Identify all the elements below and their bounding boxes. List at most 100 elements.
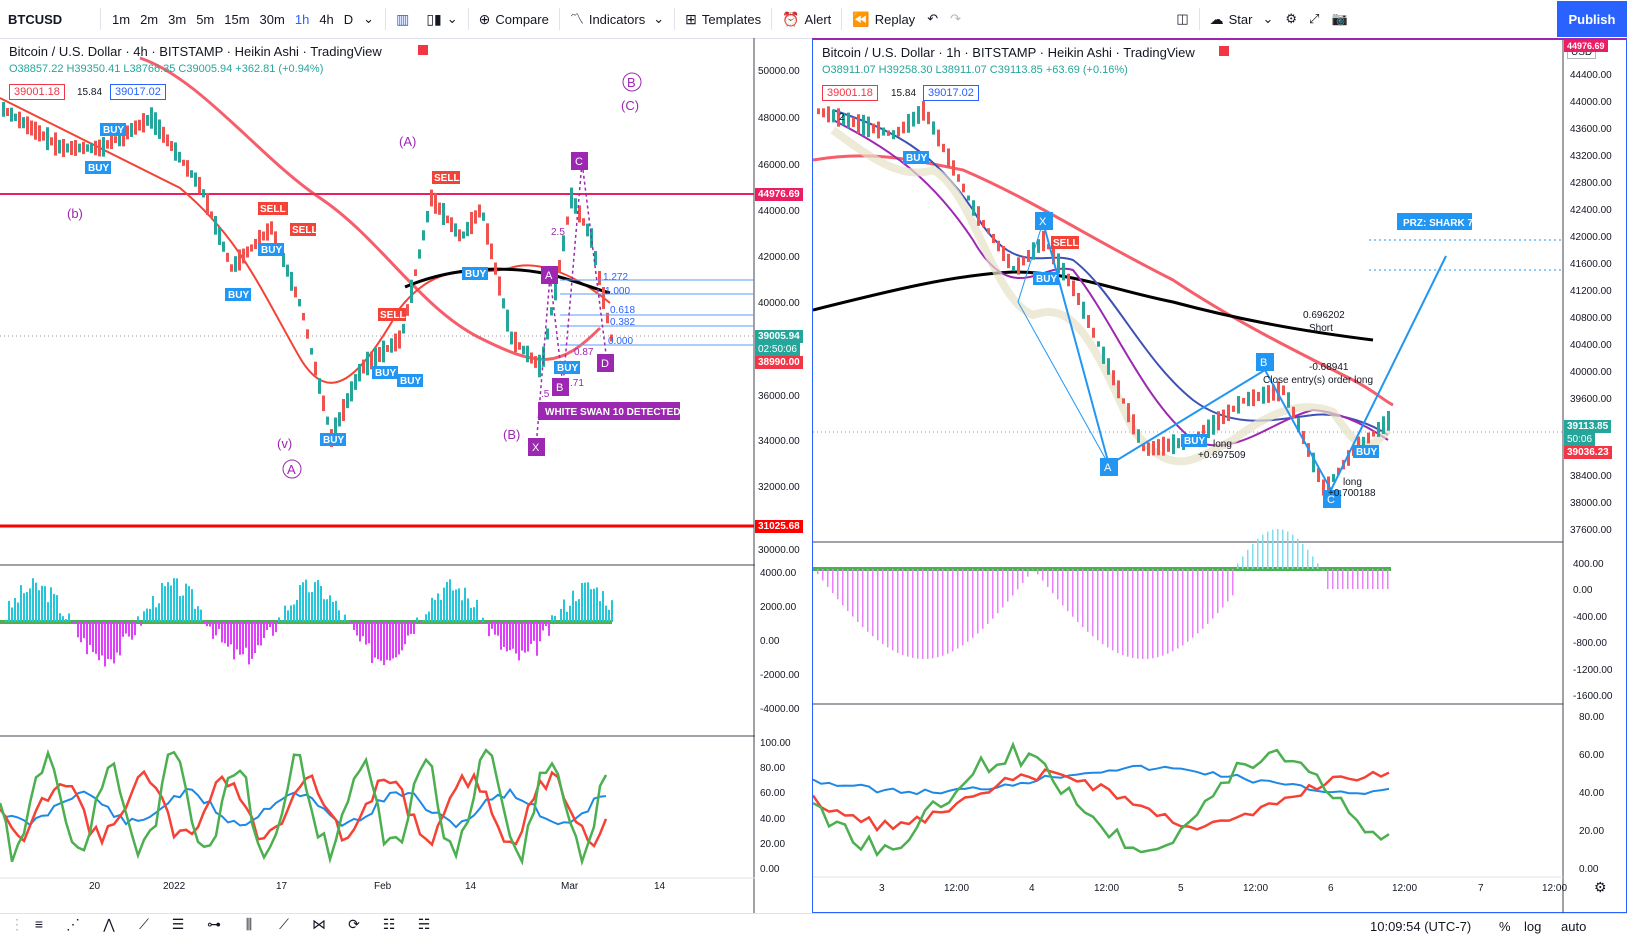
save-layout-button[interactable]: ☁Star⌄ xyxy=(1204,0,1280,38)
clock-display[interactable]: 10:09:54 (UTC-7) xyxy=(1370,919,1471,934)
timeframe-1m[interactable]: 1m xyxy=(107,12,135,27)
symbol-search[interactable]: BTCUSD xyxy=(0,0,96,38)
osc-bar xyxy=(371,622,373,663)
osc-bar xyxy=(77,622,79,637)
osc-bar xyxy=(311,592,313,622)
osc-bar xyxy=(1077,569,1079,622)
countdown-tag: 50:06 xyxy=(1564,433,1595,446)
timeframe-30m[interactable]: 30m xyxy=(255,12,290,27)
right-bid-price[interactable]: 39001.18 xyxy=(822,85,878,101)
replay-button[interactable]: ⏪Replay xyxy=(846,0,921,38)
osc-bar xyxy=(353,622,355,630)
candle xyxy=(454,223,457,236)
osc-bar xyxy=(1067,569,1069,611)
osc-bar xyxy=(122,622,124,637)
chevron-down-icon[interactable]: ⌄ xyxy=(358,11,379,27)
osc-bar xyxy=(284,606,286,622)
timeframe-2m[interactable]: 2m xyxy=(135,12,163,27)
candle xyxy=(26,116,29,134)
settings-button[interactable]: ⚙ xyxy=(1279,0,1303,38)
candle xyxy=(154,112,157,135)
candle xyxy=(126,125,129,139)
right-chart-canvas[interactable]: X A B C PRZ: SHARK 7 0.696202 Short -0.6… xyxy=(813,40,1626,913)
osc-bar xyxy=(1047,569,1049,587)
candle xyxy=(1077,293,1080,305)
ray-icon[interactable]: ⟋ xyxy=(273,916,295,936)
candle xyxy=(1112,370,1115,385)
candle xyxy=(502,298,505,308)
right-ask-price[interactable]: 39017.02 xyxy=(923,85,979,101)
osc-bar xyxy=(338,610,340,622)
right-spread: 15.84 xyxy=(891,88,916,99)
auto-toggle[interactable]: auto xyxy=(1561,919,1586,934)
snapshot-button[interactable]: 📷 xyxy=(1325,0,1353,38)
object-tree-icon[interactable]: ☵ xyxy=(413,916,435,936)
osc-bar xyxy=(374,622,376,658)
xabcd-icon[interactable]: ⋈ xyxy=(308,916,330,936)
osc-bar xyxy=(1037,569,1039,574)
right-rsi xyxy=(813,745,1389,855)
indicators-button[interactable]: 〽Indicators⌄ xyxy=(564,0,670,38)
osc-bar xyxy=(521,622,523,651)
osc-bar xyxy=(290,605,292,622)
timeframe-3m[interactable]: 3m xyxy=(163,12,191,27)
left-chart-canvas[interactable]: 1.272 1.000 0.618 0.382 0.000 (b) (A) (v… xyxy=(0,38,780,913)
osc-bar xyxy=(962,569,964,645)
timeframe-5m[interactable]: 5m xyxy=(191,12,219,27)
publish-button[interactable]: Publish xyxy=(1557,1,1627,37)
right-chart-pane[interactable]: X A B C PRZ: SHARK 7 0.696202 Short -0.6… xyxy=(812,38,1627,913)
line-tool-icon[interactable]: ≡ xyxy=(28,916,50,936)
candle xyxy=(14,114,17,121)
timeframe-D[interactable]: D xyxy=(339,12,358,27)
osc-bar xyxy=(1387,569,1389,589)
osc-tick: -1200.00 xyxy=(1573,665,1612,676)
fib-tool-icon[interactable]: ☰ xyxy=(167,916,189,936)
osc-bar xyxy=(458,588,460,622)
osc-bar xyxy=(209,622,211,626)
gear-icon[interactable]: ⚙ xyxy=(1594,879,1607,896)
rsi-tick: 0.00 xyxy=(1579,864,1598,875)
trend-line-icon[interactable]: ⟋ xyxy=(133,916,155,936)
svg-text:BUY: BUY xyxy=(323,435,344,446)
osc-bar xyxy=(272,622,274,636)
fullscreen-button[interactable]: ⤢ xyxy=(1303,0,1325,38)
osc-bar xyxy=(1312,556,1314,569)
osc-bar xyxy=(1132,569,1134,658)
price-tick: 41200.00 xyxy=(1570,286,1612,297)
undo-button[interactable]: ↶ xyxy=(921,0,944,38)
osc-bar xyxy=(95,622,97,654)
candle xyxy=(1062,263,1065,281)
compare-button[interactable]: ⊕Compare xyxy=(473,0,555,38)
timeframe-1h[interactable]: 1h xyxy=(290,12,314,27)
layout-button[interactable]: ◫ xyxy=(1170,0,1194,38)
fib-label: 0.618 xyxy=(610,305,635,316)
left-bid-price[interactable]: 39001.18 xyxy=(9,84,65,100)
log-toggle[interactable]: log xyxy=(1524,919,1541,934)
templates-button[interactable]: ⊞Templates xyxy=(679,0,767,38)
left-chart-pane[interactable]: 1.272 1.000 0.618 0.382 0.000 (b) (A) (v… xyxy=(0,38,780,913)
redo-button[interactable]: ↷ xyxy=(944,0,967,38)
left-ask-price[interactable]: 39017.02 xyxy=(110,84,166,100)
osc-bar xyxy=(1207,569,1209,624)
cycle-icon[interactable]: ⟳ xyxy=(343,916,365,936)
candle xyxy=(1122,398,1125,403)
osc-bar xyxy=(1147,569,1149,659)
svg-text:BUY: BUY xyxy=(88,163,109,174)
bar-style-button[interactable]: ▥ xyxy=(390,0,420,38)
candle xyxy=(877,122,880,139)
timeframe-15m[interactable]: 15m xyxy=(219,12,254,27)
settings-list-icon[interactable]: ☷ xyxy=(378,916,400,936)
percent-toggle[interactable]: % xyxy=(1499,919,1511,934)
osc-bar xyxy=(584,583,586,622)
gann-icon[interactable]: ⫼ xyxy=(238,916,260,936)
timeframe-4h[interactable]: 4h xyxy=(314,12,338,27)
fib-levels xyxy=(560,280,754,345)
alert-button[interactable]: ⏰Alert xyxy=(776,0,837,38)
horizontal-line-icon[interactable]: ⊶ xyxy=(203,916,225,936)
candle xyxy=(426,211,429,222)
pattern-tool-icon[interactable]: ⋰ xyxy=(62,916,84,936)
elliott-wave-icon[interactable]: ⋀ xyxy=(98,916,120,936)
layout-icon: ◫ xyxy=(1176,11,1188,27)
chart-type-button[interactable]: ▯▮⌄ xyxy=(420,0,463,38)
osc-bar xyxy=(140,622,142,626)
